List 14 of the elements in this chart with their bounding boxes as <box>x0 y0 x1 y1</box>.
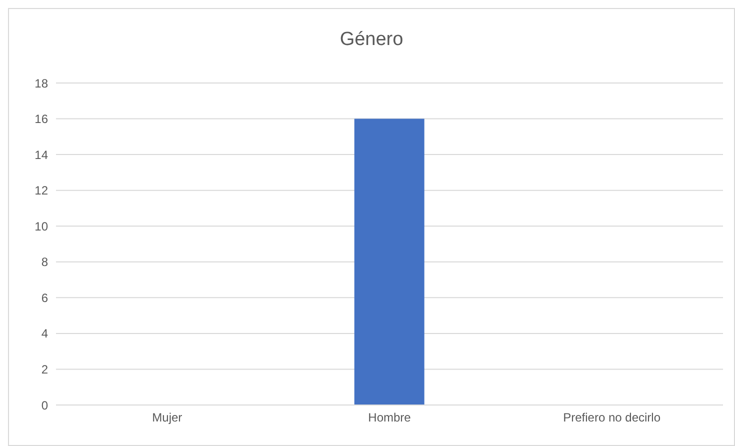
chart-title: Género <box>338 29 404 51</box>
y-tick-label: 12 <box>34 184 48 198</box>
y-tick-label: 8 <box>41 255 48 270</box>
x-tick-label: Prefiero no decirlo <box>563 410 661 425</box>
y-tick-label: 4 <box>41 326 48 341</box>
y-tick-label: 14 <box>34 148 48 162</box>
y-tick-label: 0 <box>41 398 48 412</box>
y-tick-label: 6 <box>41 290 48 305</box>
x-tick-label: Hombre <box>368 410 412 425</box>
y-tick-label: 2 <box>41 362 48 376</box>
y-tick-label: 18 <box>34 76 48 90</box>
y-tick-label: 16 <box>34 112 48 126</box>
y-tick-label: 10 <box>34 219 48 234</box>
x-tick-label: Mujer <box>152 410 182 425</box>
